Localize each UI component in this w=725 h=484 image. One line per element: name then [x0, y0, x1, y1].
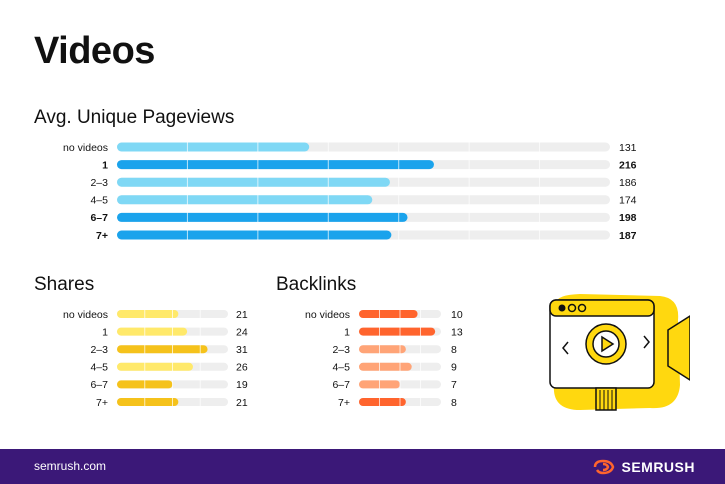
- backlinks-category-label: 1: [344, 326, 350, 338]
- pageviews-value-label: 216: [619, 159, 637, 171]
- pageviews-category-label: 1: [102, 159, 108, 171]
- pageviews-bar: [117, 212, 408, 222]
- pageviews-value-label: 131: [619, 142, 637, 154]
- pageviews-category-label: 2–3: [90, 177, 108, 189]
- shares-category-label: 4–5: [90, 362, 108, 374]
- pageviews-value-label: 198: [619, 212, 637, 224]
- backlinks-bar: [359, 310, 418, 318]
- shares-bar: [117, 362, 193, 371]
- backlinks-value-label: 9: [451, 362, 457, 374]
- backlinks-value-label: 8: [451, 397, 457, 409]
- pageviews-value-label: 187: [619, 230, 637, 242]
- pageviews-chart: no videos 131 1 216 2–3 186 4–5 174 6–7 198 7+ 187: [63, 141, 637, 242]
- shares-value-label: 26: [236, 362, 248, 374]
- shares-bar: [117, 327, 188, 336]
- pageviews-value-label: 174: [619, 195, 637, 207]
- footer-brand: SEMRUSH: [621, 459, 695, 475]
- backlinks-bar: [359, 327, 436, 336]
- pageviews-bar: [117, 230, 392, 240]
- shares-category-label: no videos: [63, 309, 108, 321]
- pageviews-bar: [117, 195, 373, 205]
- page-title: Videos: [34, 30, 155, 72]
- pageviews-category-label: no videos: [63, 142, 108, 154]
- pageviews-bar: [117, 160, 434, 170]
- backlinks-category-label: no videos: [305, 309, 350, 321]
- backlinks-bar: [359, 345, 406, 354]
- semrush-logo: SEMRUSH: [593, 457, 695, 477]
- pageviews-category-label: 7+: [96, 230, 108, 242]
- backlinks-category-label: 4–5: [332, 362, 350, 374]
- semrush-flame-icon: [594, 459, 615, 475]
- backlinks-value-label: 13: [451, 326, 463, 338]
- backlinks-chart: no videos 10 1 13 2–3 8 4–5 9 6–7 7 7+ 8: [305, 308, 463, 409]
- pageviews-bar: [117, 142, 310, 152]
- video-camera-icon: [549, 294, 690, 411]
- shares-bar: [117, 310, 179, 318]
- shares-chart-title: Shares: [34, 274, 95, 295]
- backlinks-value-label: 7: [451, 379, 457, 391]
- shares-category-label: 1: [102, 326, 108, 338]
- shares-category-label: 6–7: [90, 379, 108, 391]
- backlinks-category-label: 7+: [338, 397, 350, 409]
- shares-value-label: 24: [236, 326, 248, 338]
- shares-category-label: 7+: [96, 397, 108, 409]
- backlinks-bar: [359, 398, 406, 406]
- pageviews-category-label: 6–7: [90, 212, 108, 224]
- backlinks-category-label: 6–7: [332, 379, 350, 391]
- backlinks-value-label: 10: [451, 309, 463, 321]
- shares-value-label: 21: [236, 397, 248, 409]
- shares-chart: no videos 21 1 24 2–3 31 4–5 26 6–7 19 7+ 21: [63, 308, 248, 409]
- footer: semrush.com SEMRUSH: [0, 449, 725, 484]
- backlinks-category-label: 2–3: [332, 344, 350, 356]
- pageviews-category-label: 4–5: [90, 195, 108, 207]
- shares-bar: [117, 345, 208, 354]
- pageviews-chart-title: Avg. Unique Pageviews: [34, 107, 235, 128]
- shares-bar: [117, 398, 179, 406]
- backlinks-value-label: 8: [451, 344, 457, 356]
- backlinks-bar: [359, 362, 412, 371]
- shares-category-label: 2–3: [90, 344, 108, 356]
- pageviews-value-label: 186: [619, 177, 637, 189]
- backlinks-chart-title: Backlinks: [276, 274, 357, 295]
- pageviews-bar: [117, 177, 390, 187]
- shares-value-label: 19: [236, 379, 248, 391]
- shares-value-label: 21: [236, 309, 248, 321]
- footer-url[interactable]: semrush.com: [34, 459, 107, 473]
- shares-value-label: 31: [236, 344, 248, 356]
